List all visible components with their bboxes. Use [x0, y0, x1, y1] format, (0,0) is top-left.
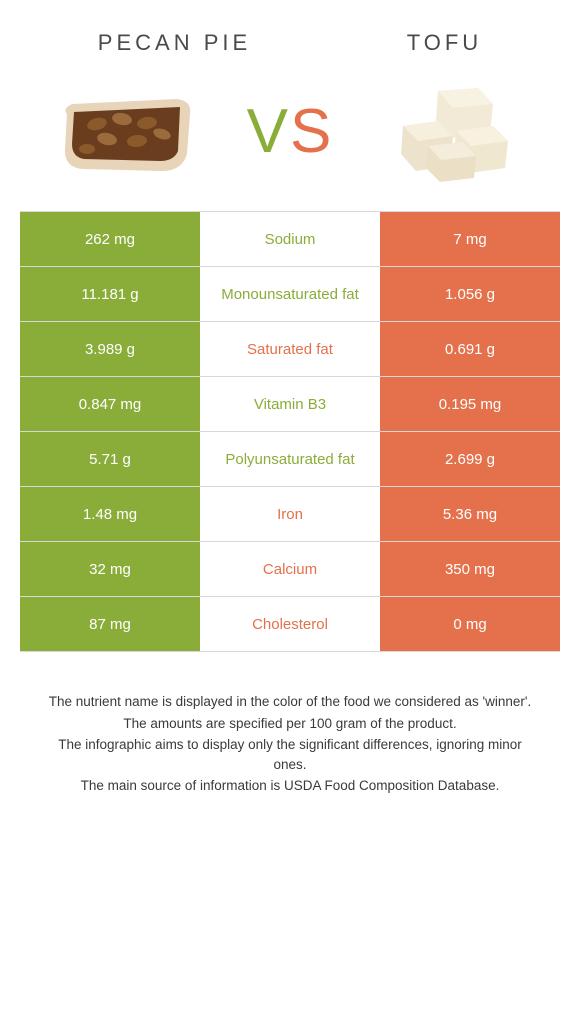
left-value: 0.847 mg — [20, 377, 200, 431]
right-value: 0.195 mg — [380, 377, 560, 431]
tofu-image — [378, 76, 528, 186]
nutrient-label: Sodium — [200, 212, 380, 266]
table-row: 1.48 mgIron5.36 mg — [20, 487, 560, 542]
nutrient-label: Saturated fat — [200, 322, 380, 376]
right-value: 0.691 g — [380, 322, 560, 376]
left-value: 87 mg — [20, 597, 200, 651]
table-row: 0.847 mgVitamin B30.195 mg — [20, 377, 560, 432]
left-value: 262 mg — [20, 212, 200, 266]
right-food-title: Tofu — [407, 30, 482, 56]
right-value: 350 mg — [380, 542, 560, 596]
nutrient-label: Monounsaturated fat — [200, 267, 380, 321]
table-row: 11.181 gMonounsaturated fat1.056 g — [20, 267, 560, 322]
table-row: 5.71 gPolyunsaturated fat2.699 g — [20, 432, 560, 487]
left-value: 1.48 mg — [20, 487, 200, 541]
vs-s: S — [290, 97, 333, 166]
right-value: 5.36 mg — [380, 487, 560, 541]
right-value: 0 mg — [380, 597, 560, 651]
footer-line-2: The amounts are specified per 100 gram o… — [40, 714, 540, 734]
right-value: 2.699 g — [380, 432, 560, 486]
right-value: 7 mg — [380, 212, 560, 266]
nutrient-label: Polyunsaturated fat — [200, 432, 380, 486]
footer-line-3: The infographic aims to display only the… — [40, 735, 540, 774]
table-row: 3.989 gSaturated fat0.691 g — [20, 322, 560, 377]
footer-line-1: The nutrient name is displayed in the co… — [40, 692, 540, 712]
left-food-title: Pecan pie — [98, 30, 251, 56]
footer-notes: The nutrient name is displayed in the co… — [30, 652, 550, 818]
left-value: 5.71 g — [20, 432, 200, 486]
table-row: 262 mgSodium7 mg — [20, 212, 560, 267]
right-value: 1.056 g — [380, 267, 560, 321]
nutrient-label: Vitamin B3 — [200, 377, 380, 431]
left-value: 3.989 g — [20, 322, 200, 376]
vs-label: VS — [247, 96, 334, 167]
nutrient-label: Cholesterol — [200, 597, 380, 651]
header: Pecan pie Tofu — [0, 0, 580, 66]
table-row: 32 mgCalcium350 mg — [20, 542, 560, 597]
vs-v: V — [247, 97, 290, 166]
nutrient-table: 262 mgSodium7 mg11.181 gMonounsaturated … — [20, 211, 560, 652]
table-row: 87 mgCholesterol0 mg — [20, 597, 560, 652]
left-value: 11.181 g — [20, 267, 200, 321]
nutrient-label: Iron — [200, 487, 380, 541]
footer-line-4: The main source of information is USDA F… — [40, 776, 540, 796]
nutrient-label: Calcium — [200, 542, 380, 596]
left-value: 32 mg — [20, 542, 200, 596]
images-row: VS — [0, 66, 580, 211]
pecan-pie-image — [52, 76, 202, 186]
